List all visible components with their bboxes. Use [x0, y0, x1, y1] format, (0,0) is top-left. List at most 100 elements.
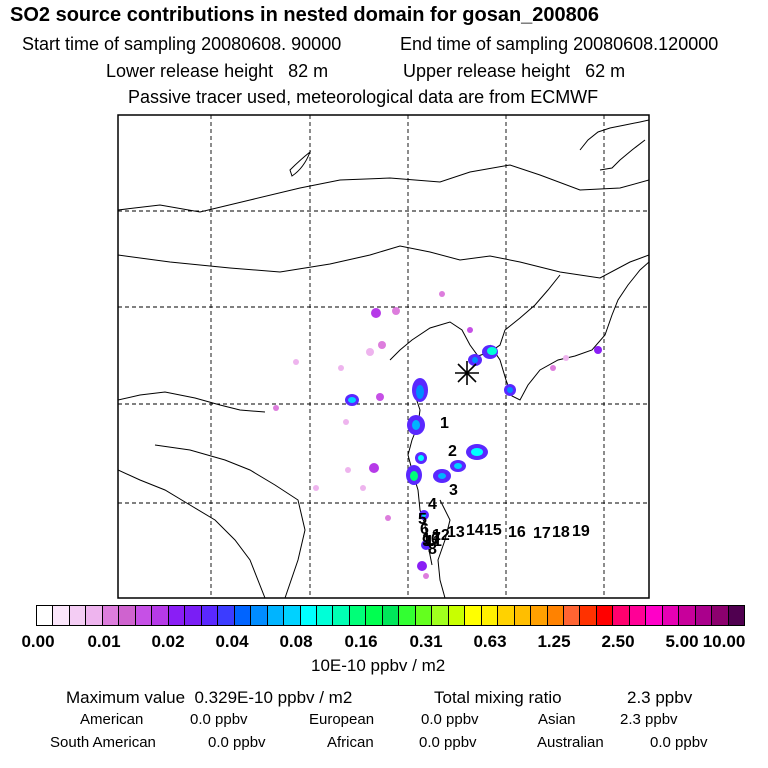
colorbar-segment — [300, 606, 317, 625]
colorbar-segment — [366, 606, 383, 625]
marker-label-2: 2 — [448, 443, 457, 460]
region-value: 2.3 ppbv — [620, 711, 678, 728]
region-value: 0.0 ppbv — [650, 734, 708, 751]
colorbar-tick: 0.02 — [151, 632, 185, 651]
map-title: SO2 source contributions in nested domai… — [10, 4, 600, 26]
marker-label-5: 5 — [418, 511, 427, 528]
marker-label-11: 11 — [425, 533, 442, 550]
marker-label-13: 13 — [447, 524, 465, 541]
marker-label-8: 8 — [428, 541, 437, 558]
model-info: Passive tracer used, meteorological data… — [128, 87, 599, 107]
region-value: 0.0 ppbv — [419, 734, 477, 751]
colorbar-segment — [481, 606, 499, 625]
colorbar-segment — [712, 606, 729, 625]
colorbar-segment — [596, 606, 614, 625]
colorbar-segment — [69, 606, 87, 625]
colorbar-segment — [333, 606, 350, 625]
total-mixing-value: 2.3 ppbv — [627, 688, 693, 707]
colorbar-tick: 0.08 — [279, 632, 313, 651]
marker-label-10: 10 — [422, 531, 440, 548]
colorbar-segment — [399, 606, 416, 625]
colorbar-segment — [679, 606, 696, 625]
colorbar-tick: 5.00 — [665, 632, 699, 651]
colorbar-segment — [662, 606, 680, 625]
region-name: European — [309, 711, 375, 728]
colorbar-tick: 10.00 — [702, 632, 746, 651]
colorbar-segment — [37, 606, 54, 625]
region-value: 0.0 ppbv — [208, 734, 266, 751]
region-name: American — [80, 711, 144, 728]
concentration-patches — [273, 291, 602, 579]
colorbar-tick: 1.25 — [537, 632, 571, 651]
colorbar-segment — [267, 606, 285, 625]
receptor-marker — [455, 361, 479, 385]
colorbar-segment — [168, 606, 186, 625]
colorbar-segment — [135, 606, 153, 625]
colorbar-segment — [86, 606, 103, 625]
colorbar-segment — [432, 606, 449, 625]
region-name: African — [327, 734, 374, 751]
colorbar-segment — [613, 606, 630, 625]
marker-label-19: 19 — [572, 523, 590, 540]
map-frame — [117, 114, 650, 599]
colorbar-tick: 2.50 — [601, 632, 635, 651]
region-value: 0.0 ppbv — [190, 711, 248, 728]
colorbar-segment — [728, 606, 745, 625]
colorbar-segment — [251, 606, 268, 625]
colorbar-segment — [580, 606, 597, 625]
upper-release-height: Upper release height 62 m — [403, 61, 626, 81]
colorbar-segment — [53, 606, 70, 625]
colorbar-tick: 0.31 — [409, 632, 443, 651]
max-value: Maximum value 0.329E-10 ppbv / m2 — [66, 688, 353, 707]
colorbar-segment — [415, 606, 433, 625]
colorbar-segment — [514, 606, 532, 625]
colorbar-tick: 0.16 — [344, 632, 378, 651]
map-background — [118, 115, 649, 598]
colorbar-segment — [349, 606, 367, 625]
map-panel: 1 2 3 4 5 6 7 8 9 10 11 12 13 14 15 16 1… — [117, 114, 650, 599]
colorbar-segment — [119, 606, 136, 625]
marker-label-7: 7 — [432, 530, 441, 547]
marker-label-17: 17 — [533, 525, 551, 542]
marker-label-12: 12 — [432, 527, 450, 544]
colorbar-segment — [201, 606, 219, 625]
marker-label-18: 18 — [552, 524, 570, 541]
marker-label-1: 1 — [440, 415, 449, 432]
colorbar-segment — [531, 606, 548, 625]
colorbar-segment — [185, 606, 202, 625]
colorbar-segment — [234, 606, 252, 625]
marker-label-4: 4 — [428, 496, 437, 513]
grid-lines — [118, 115, 649, 598]
colorbar-segment — [218, 606, 235, 625]
marker-label-15: 15 — [484, 522, 502, 539]
colorbar-unit: 10E-10 ppbv / m2 — [311, 656, 446, 675]
colorbar-segment — [564, 606, 581, 625]
colorbar-segment — [152, 606, 169, 625]
colorbar-segment — [498, 606, 515, 625]
end-time: End time of sampling 20080608.120000 — [400, 34, 719, 54]
lower-release-height: Lower release height 82 m — [106, 61, 329, 81]
colorbar-segment — [316, 606, 334, 625]
colorbar-segment — [629, 606, 647, 625]
start-time: Start time of sampling 20080608. 90000 — [22, 34, 342, 54]
total-mixing-label: Total mixing ratio — [434, 688, 562, 707]
colorbar-segment — [465, 606, 482, 625]
region-value: 0.0 ppbv — [421, 711, 479, 728]
marker-label-9: 9 — [422, 533, 431, 550]
colorbar-tick: 0.01 — [87, 632, 121, 651]
colorbar-segment — [448, 606, 466, 625]
marker-label-14: 14 — [466, 522, 484, 539]
colorbar-segment — [646, 606, 663, 625]
colorbar-tick: 0.63 — [473, 632, 507, 651]
marker-label-6: 6 — [420, 521, 429, 538]
region-name: Australian — [537, 734, 604, 751]
region-name: South American — [50, 734, 156, 751]
marker-label-16: 16 — [508, 524, 526, 541]
colorbar-segment — [284, 606, 301, 625]
colorbar — [36, 605, 745, 626]
region-name: Asian — [538, 711, 576, 728]
marker-label-3: 3 — [449, 482, 458, 499]
colorbar-segment — [102, 606, 120, 625]
colorbar-tick: 0.04 — [215, 632, 249, 651]
colorbar-tick: 0.00 — [21, 632, 55, 651]
